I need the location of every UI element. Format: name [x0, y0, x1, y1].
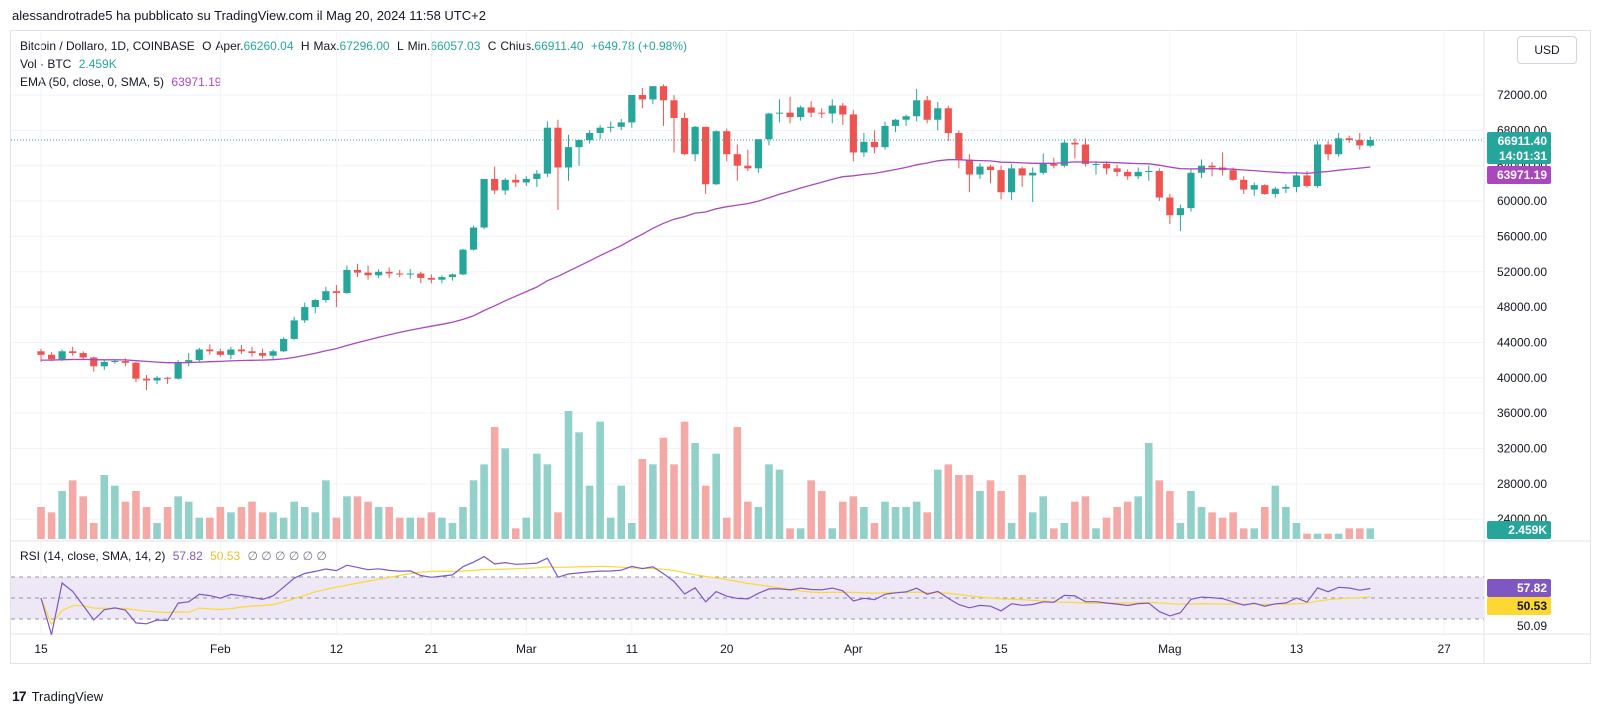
open-label: O [202, 39, 212, 53]
ema-value: 63971.19 [171, 75, 222, 89]
ohlc-legend: Bitcoin / Dollaro, 1D, COINBASE O Aper.66… [20, 39, 691, 53]
close-label: C [487, 39, 497, 53]
low-label: L [396, 39, 404, 53]
ema-legend[interactable]: EMA (50, close, 0, SMA, 5) 63971.19 [20, 75, 225, 89]
footer: 17 TradingView [12, 688, 103, 704]
low-value: 66057.03 [430, 39, 481, 53]
high-value: 67296.00 [339, 39, 390, 53]
open-value: 66260.04 [243, 39, 294, 53]
rsi-ma-value: 50.53 [210, 549, 241, 563]
rsi-label: RSI (14, close, SMA, 14, 2) [20, 549, 166, 563]
rsi-value: 57.82 [172, 549, 203, 563]
volume-legend[interactable]: Vol · BTC 2.459K [20, 57, 121, 71]
publish-header: alessandrotrade5 ha pubblicato su Tradin… [12, 8, 486, 23]
low-text: Min. [407, 39, 431, 53]
currency-button[interactable]: USD [1517, 36, 1577, 64]
rsi-extra: ∅ ∅ ∅ ∅ ∅ ∅ [247, 549, 327, 563]
high-label: H [300, 39, 310, 53]
volume-label: Vol · BTC [20, 57, 72, 71]
change-value: +649.78 (+0.98%) [590, 39, 687, 53]
high-text: Max. [313, 39, 340, 53]
volume-value: 2.459K [78, 57, 117, 71]
close-text: Chius. [500, 39, 535, 53]
tradingview-logo-icon[interactable]: 17 [12, 688, 27, 704]
rsi-legend[interactable]: RSI (14, close, SMA, 14, 2) 57.82 50.53 … [20, 549, 331, 563]
ema-label: EMA (50, close, 0, SMA, 5) [20, 75, 165, 89]
open-text: Aper. [215, 39, 244, 53]
close-value: 66911.40 [534, 39, 584, 53]
symbol-label[interactable]: Bitcoin / Dollaro, 1D, COINBASE [20, 39, 195, 53]
chart-frame [10, 30, 1591, 664]
footer-brand[interactable]: TradingView [31, 688, 104, 704]
